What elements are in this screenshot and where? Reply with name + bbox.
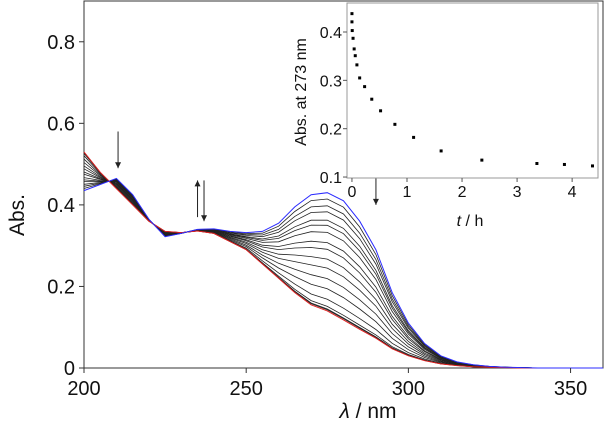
spectrum-intermediate-5 <box>83 179 603 369</box>
inset-data-point <box>353 54 357 58</box>
spectrum-intermediate-1 <box>83 178 603 369</box>
inset-data-point <box>350 12 354 16</box>
inset-x-tick-label: 3 <box>513 184 522 201</box>
inset-y-tick-label: 0.3 <box>320 73 342 90</box>
spectrum-intermediate-12 <box>83 158 603 369</box>
inset-data-point <box>363 85 367 89</box>
spectrum-intermediate-10 <box>83 165 603 369</box>
x-tick-label: 300 <box>392 378 425 400</box>
inset-x-axis-symbol: t <box>457 213 462 230</box>
inset-data-point <box>351 36 355 40</box>
inset-x-axis-label: t / h <box>457 213 484 230</box>
spectrum-intermediate-15 <box>83 152 603 369</box>
inset-y-tick-label: 0.1 <box>320 170 342 187</box>
spectrum-intermediate-13 <box>83 155 603 369</box>
inset-data-point <box>535 161 539 165</box>
spectrum-intermediate-14 <box>83 153 603 369</box>
inset-data-point <box>370 97 374 101</box>
main-axis-ticks: 200 250 300 350 0 0.2 0.4 0.6 0.8 <box>47 32 587 400</box>
inset-data-point <box>350 29 354 33</box>
arrow-up <box>194 180 201 218</box>
main-plot: 200 250 300 350 0 0.2 0.4 0.6 0.8 Abs. λ / nm <box>6 0 604 423</box>
trend-arrows <box>115 131 379 222</box>
y-tick-label: 0.4 <box>47 195 75 217</box>
inset-data-point <box>412 135 416 139</box>
y-axis-label: Abs. <box>6 194 29 236</box>
spectrum-intermediate-16 <box>83 151 603 369</box>
y-tick-label: 0.8 <box>47 32 75 54</box>
inset-x-tick-label: 2 <box>458 184 467 201</box>
x-axis-unit: / nm <box>350 400 397 423</box>
main-plot-frame <box>83 0 604 369</box>
inset-y-tick-label: 0.4 <box>320 25 342 42</box>
inset-points <box>350 12 594 168</box>
arrow-down <box>115 131 122 169</box>
spectrum-intermediate-7 <box>83 173 603 369</box>
spectra-series <box>83 151 603 369</box>
spectrum-intermediate-3 <box>83 179 603 369</box>
inset-x-tick-label: 4 <box>568 184 577 201</box>
inset-data-point <box>562 162 566 166</box>
spectrum-intermediate-11 <box>83 162 603 369</box>
spectrum-intermediate-6 <box>83 177 603 369</box>
y-tick-label: 0.6 <box>47 113 75 135</box>
inset-data-point <box>358 76 362 80</box>
spectrum-intermediate-4 <box>83 180 603 369</box>
inset-y-tick-label: 0.2 <box>320 122 342 139</box>
inset-x-tick-label: 1 <box>403 184 412 201</box>
inset-data-point <box>480 158 484 162</box>
spectrum-intermediate-9 <box>83 168 603 369</box>
inset-data-point <box>590 164 594 168</box>
x-tick-label: 200 <box>67 378 100 400</box>
inset-x-axis-unit: / h <box>461 213 483 230</box>
inset-y-axis-label: Abs. at 273 nm <box>293 38 310 146</box>
inset-data-point <box>355 63 359 67</box>
inset-x-tick-label: 0 <box>348 184 357 201</box>
inset-plot: 0 1 2 3 4 0.1 0.2 0.3 0.4 Abs. at 273 nm t / h <box>293 2 599 230</box>
y-tick-label: 0 <box>64 358 75 380</box>
x-tick-label: 250 <box>230 378 263 400</box>
inset-data-point <box>379 109 383 113</box>
arrow-down <box>372 176 379 205</box>
inset-axis-ticks: 0 1 2 3 4 0.1 0.2 0.3 0.4 <box>320 25 577 201</box>
inset-frame <box>346 2 599 179</box>
x-axis-symbol: λ <box>338 400 349 423</box>
x-axis-label: λ / nm <box>338 400 396 423</box>
inset-data-point <box>352 47 356 51</box>
spectrum-initial <box>83 177 603 369</box>
arrow-down <box>201 180 208 222</box>
y-tick-label: 0.2 <box>47 276 75 298</box>
x-tick-label: 350 <box>554 378 587 400</box>
spectrum-final <box>83 151 603 369</box>
inset-data-point <box>439 149 443 153</box>
inset-data-point <box>393 122 397 126</box>
inset-data-point <box>350 20 354 24</box>
